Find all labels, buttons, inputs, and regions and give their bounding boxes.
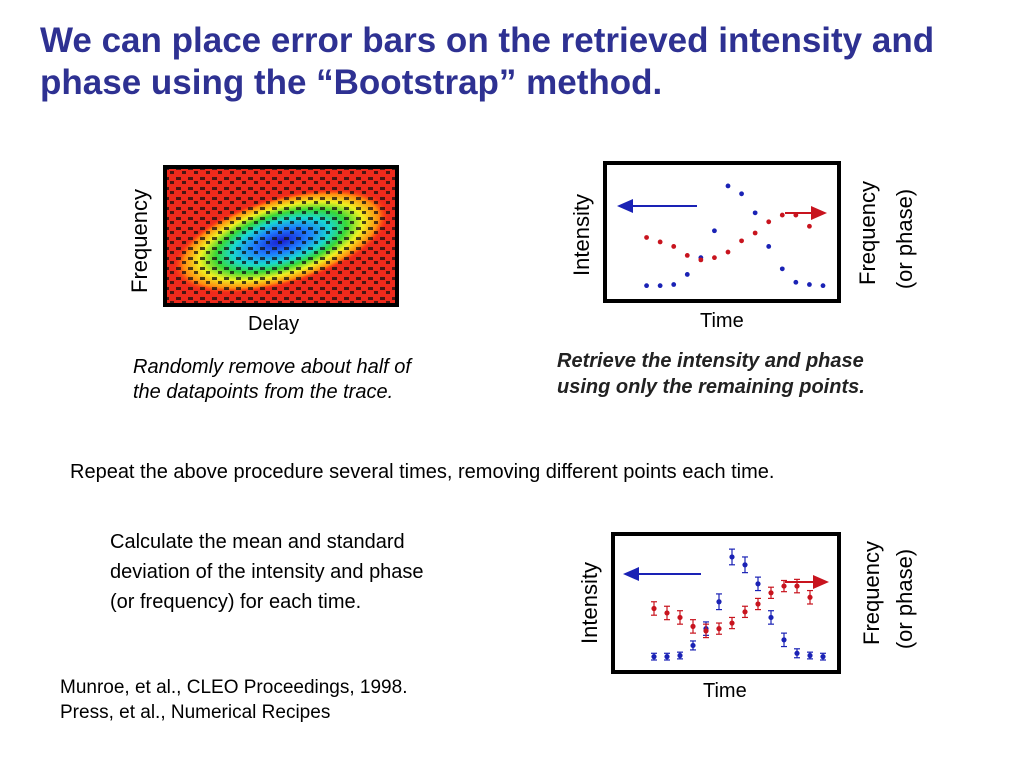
errorbar-ylabel-intensity: Intensity [577,562,602,644]
phase-point [752,230,758,236]
phase-arrow-head [811,206,827,220]
intensity-point [671,282,677,287]
reference-line1: Munroe, et al., CLEO Proceedings, 1998. [60,677,408,698]
phase-point [793,212,799,218]
intensity-point [739,191,744,197]
phase-point [651,605,657,612]
intensity-point [725,183,731,189]
intensity-point [729,554,735,560]
intensity-arrow-head [623,567,639,581]
intensity-point [807,282,812,287]
calc-text-line2: deviation of the intensity and phase [110,561,424,583]
phase-point [712,255,717,261]
phase-arrow-head [813,575,829,589]
repeat-text: Repeat the above procedure several times… [70,461,775,483]
trace-caption-line2: the datapoints from the trace. [133,381,394,403]
intensity-point [755,581,761,587]
intensity-point [684,272,690,277]
errorbar-ylabel-frequency: Frequency [859,541,884,645]
intensity-point [820,654,826,660]
errorbar-xlabel: Time [703,680,747,702]
phase-point [657,239,663,245]
phase-point [755,601,761,607]
retrieval-caption-line1: Retrieve the intensity and phase [557,350,864,372]
intensity-point [752,210,758,216]
retrieval-plot [603,161,841,303]
phase-point [768,590,774,596]
phase-point [779,212,785,218]
phase-point [742,609,748,615]
phase-point [725,249,731,255]
retrieval-ylabel-intensity: Intensity [569,194,594,276]
intensity-point [779,266,785,272]
errorbar-plot [611,532,841,674]
intensity-point [820,283,826,289]
trace-caption-line1: Randomly remove about half of [133,356,411,378]
intensity-point [712,228,717,234]
intensity-point [657,283,663,289]
retrieval-caption-line2: using only the remaining points. [557,376,865,398]
errorbar-ylabel-phase: (or phase) [892,548,917,650]
intensity-point [768,614,774,621]
frog-trace [163,165,399,307]
phase-point [807,223,812,229]
intensity-point [677,652,683,659]
intensity-point [690,642,696,649]
phase-point [684,253,690,258]
phase-point [794,583,800,589]
phase-point [644,235,649,240]
calc-text-line3: (or frequency) for each time. [110,591,362,613]
phase-point [807,594,813,600]
phase-point [703,628,709,634]
phase-point [716,626,722,632]
trace-xlabel: Delay [248,313,300,335]
phase-point [690,623,696,629]
retrieval-xlabel: Time [700,310,744,332]
intensity-point [766,244,772,249]
intensity-arrow-head [617,199,633,213]
phase-point [729,620,735,626]
intensity-point [793,279,799,285]
intensity-point [644,283,649,289]
intensity-point [651,654,657,660]
phase-point [664,610,670,616]
intensity-point [794,650,800,656]
reference-line2: Press, et al., Numerical Recipes [60,702,331,723]
phase-point [766,219,772,225]
phase-point [677,614,683,621]
phase-point [698,257,704,263]
retrieval-ylabel-frequency: Frequency [855,181,880,285]
phase-point [739,238,744,244]
intensity-point [664,654,670,660]
intensity-point [807,652,813,659]
calc-text-line1: Calculate the mean and standard [110,531,405,553]
slide-title: We can place error bars on the retrieved… [40,21,935,102]
trace-ylabel: Frequency [127,189,152,293]
intensity-point [781,637,787,643]
phase-point [671,244,677,249]
phase-point [781,583,787,589]
intensity-point [742,562,748,568]
retrieval-ylabel-phase: (or phase) [892,188,917,290]
intensity-point [716,599,722,605]
